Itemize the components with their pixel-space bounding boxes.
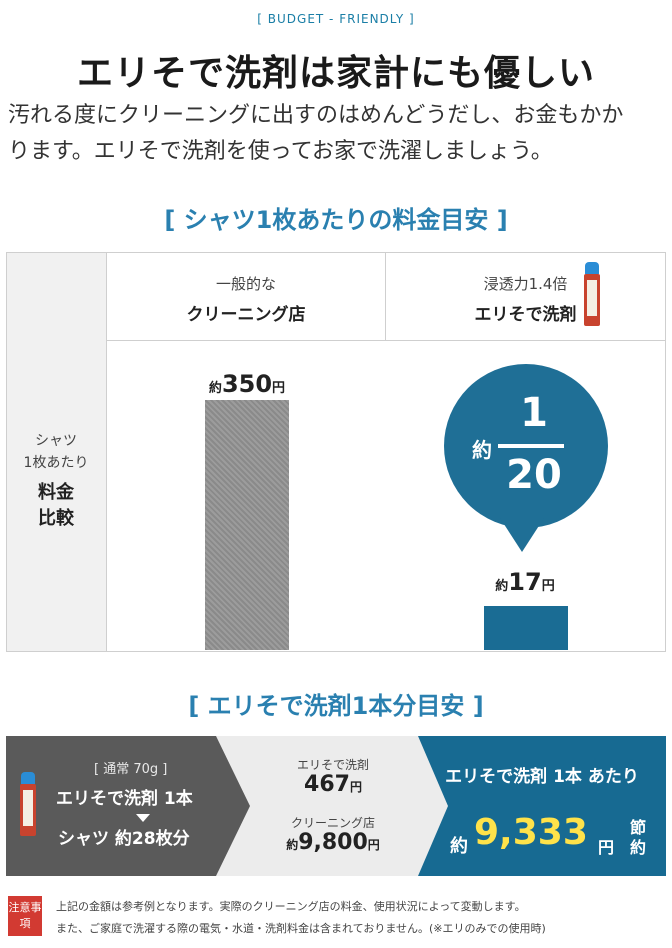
usage-band: [6, 736, 666, 876]
lead-line-2: ります。エリそで洗剤を使ってお家で洗濯しましょう。: [8, 139, 553, 164]
savings-prefix: 約: [450, 836, 468, 857]
bar-detergent: [484, 606, 568, 650]
usage-bottle-info: [ 通常 70g ] エリそで洗剤 1本 シャツ 約28枚分: [6, 736, 246, 876]
ratio-bubble-tail: [500, 518, 544, 552]
usage-shirt-count: シャツ 約28枚分: [58, 829, 190, 849]
column-header-cleaner: 一般的な クリーニング店: [107, 253, 386, 341]
caret-down-icon: [136, 814, 150, 822]
lead-line-1: 汚れる度にクリーニングに出すのはめんどうだし、お金もかか: [8, 103, 624, 128]
comparison-table: 一般的な クリーニング店 浸透力1.4倍 エリそで洗剤: [6, 252, 666, 652]
notice-line-2: また、ご家庭で洗濯する際の電気・水道・洗剤料金は含まれておりません。(※エリのみ…: [56, 922, 546, 935]
savings-unit: 円: [598, 838, 615, 857]
savings-tag: 節約: [629, 818, 646, 857]
price-cleaner-value: 約9,800円: [248, 830, 418, 855]
bar-label-cleaner-unit: 円: [272, 381, 286, 396]
row-label-main-2: 比較: [38, 508, 74, 529]
bar-label-detergent: 約17円: [474, 568, 576, 596]
section-title-per-bottle: [ エリそで洗剤1本分目安 ]: [188, 692, 484, 720]
column-header-detergent: 浸透力1.4倍 エリそで洗剤: [386, 253, 665, 341]
price-cleaner-unit: 円: [367, 838, 380, 852]
eyebrow-label: [ BUDGET - FRIENDLY ]: [257, 12, 415, 26]
usage-price-compare: エリそで洗剤 467円 クリーニング店 約9,800円: [248, 736, 418, 876]
ratio-bubble: 約 1 20: [444, 364, 608, 528]
ratio-prefix: 約: [472, 438, 492, 462]
bar-label-cleaner-value: 350: [221, 370, 273, 398]
price-detergent-label: エリそで洗剤: [296, 758, 369, 772]
spray-bottle-icon: [584, 262, 600, 326]
price-detergent-number: 467: [304, 772, 350, 797]
page-title: エリそで洗剤は家計にも優しい: [76, 53, 595, 94]
row-label-sub-2: 1枚あたり: [23, 455, 89, 471]
usage-left-panel: [6, 736, 216, 876]
column-header-row: 一般的な クリーニング店 浸透力1.4倍 エリそで洗剤: [107, 253, 665, 341]
price-detergent-unit: 円: [349, 780, 362, 794]
column-header-detergent-main: エリそで洗剤: [474, 305, 577, 325]
usage-right-panel: [418, 736, 666, 876]
row-label-main-1: 料金: [38, 482, 74, 503]
column-header-cleaner-main: クリーニング店: [186, 305, 306, 325]
savings-title: エリそで洗剤 1本 あたり: [445, 767, 639, 787]
bar-cleaner: [205, 400, 289, 650]
usage-volume-note: [ 通常 70g ]: [94, 762, 168, 777]
notice-badge: 注意事項: [8, 896, 42, 936]
column-header-cleaner-sub: 一般的な: [215, 275, 276, 293]
bar-label-cleaner: 約350円: [196, 370, 298, 398]
notice-line-1: 上記の金額は参考例となります。実際のクリーニング店の料金、使用状況によって変動し…: [56, 900, 526, 913]
bar-label-detergent-unit: 円: [541, 579, 555, 594]
section-title-per-shirt: [ シャツ1枚あたりの料金目安 ]: [164, 206, 508, 234]
ratio-numerator: 1: [520, 390, 548, 436]
bar-label-detergent-value: 17: [508, 568, 542, 596]
ratio-denominator: 20: [506, 452, 562, 498]
usage-bottle-label: エリそで洗剤 1本: [56, 789, 193, 809]
price-detergent-value: 467円: [248, 772, 418, 797]
price-cleaner-prefix: 約: [286, 838, 299, 852]
usage-left-arrow: [216, 736, 250, 876]
lead-text: 汚れる度にクリーニングに出すのはめんどうだし、お金もかか ります。エリそで洗剤を…: [8, 98, 668, 170]
bar-label-cleaner-prefix: 約: [208, 381, 222, 396]
spray-bottle-icon-2: [20, 772, 36, 836]
row-label-sub-1: シャツ: [35, 433, 77, 449]
ratio-fraction-line: [498, 444, 564, 448]
price-cleaner-number: 9,800: [298, 830, 368, 855]
row-header-cell: [7, 253, 107, 651]
usage-right-arrow: [418, 736, 448, 876]
bar-label-detergent-prefix: 約: [495, 579, 509, 594]
row-label: シャツ 1枚あたり 料金 比較: [6, 430, 106, 532]
price-cleaner-label: クリーニング店: [290, 816, 375, 830]
savings-value: 9,333: [474, 812, 588, 853]
usage-savings: エリそで洗剤 1本 あたり 約 9,333 円 節約: [418, 736, 666, 876]
column-header-detergent-sub: 浸透力1.4倍: [483, 275, 568, 293]
